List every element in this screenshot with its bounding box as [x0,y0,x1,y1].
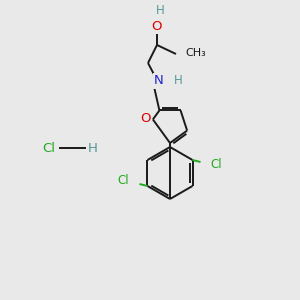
Text: N: N [154,74,164,88]
Text: H: H [174,74,182,88]
Text: H: H [88,142,98,154]
Text: O: O [141,112,151,125]
Text: O: O [151,20,161,32]
Text: CH₃: CH₃ [185,48,206,58]
Text: Cl: Cl [211,158,222,172]
Text: Cl: Cl [118,175,129,188]
Text: H: H [156,4,164,17]
Text: Cl: Cl [43,142,56,154]
